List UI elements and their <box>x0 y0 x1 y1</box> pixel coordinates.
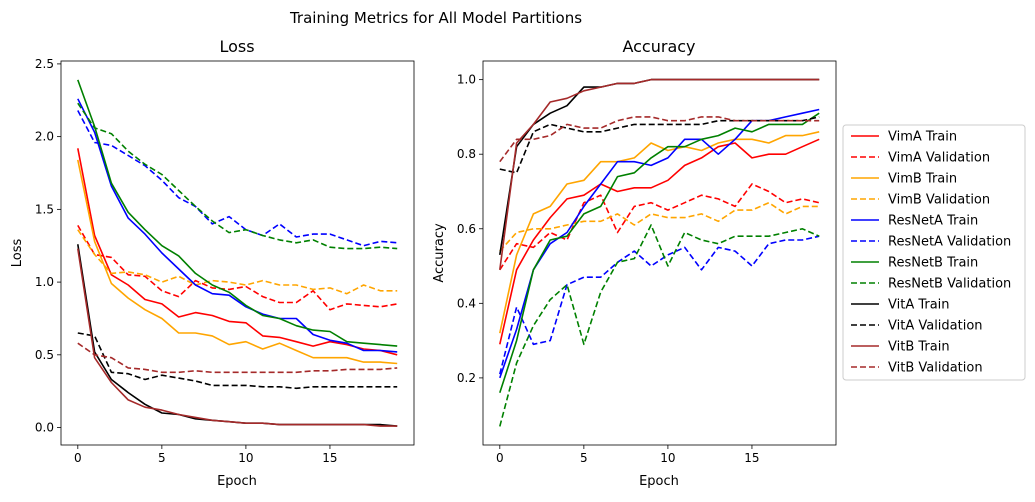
legend-label: ResNetA Validation <box>888 235 1011 250</box>
accuracy-chart: Accuracy 0 5 10 15 0.2 0.4 0.6 0.8 1.0 Epoch Acc… <box>432 37 837 489</box>
loss-series-resnetb-train <box>77 79 398 347</box>
legend-frame <box>842 124 1026 381</box>
accuracy-series-vimb-train <box>499 131 820 334</box>
accuracy-x-tick-label: 0 <box>496 451 504 465</box>
loss-y-tick-label: 1.5 <box>35 202 54 216</box>
legend-label: VimB Validation <box>888 193 990 208</box>
accuracy-y-tick-label: 0.8 <box>457 147 476 161</box>
legend-label: VimA Validation <box>888 151 990 166</box>
accuracy-y-tick-label: 0.6 <box>457 222 476 236</box>
legend-label: ResNetB Train <box>888 256 978 271</box>
loss-y-tick-label: 1.0 <box>35 275 54 289</box>
loss-series-vita-train <box>77 244 398 427</box>
legend-label: VitA Train <box>888 298 950 313</box>
loss-x-tick-label: 15 <box>322 451 337 465</box>
loss-series-vima-train <box>77 148 398 356</box>
loss-series-vimb-validation <box>77 229 398 295</box>
loss-y-tick-label: 2.0 <box>35 130 54 144</box>
legend-label: ResNetA Train <box>888 214 978 229</box>
accuracy-plot-frame <box>482 60 837 446</box>
accuracy-series-vitb-train <box>499 78 820 270</box>
loss-x-tick-label: 10 <box>238 451 253 465</box>
accuracy-series-vitb-validation <box>499 116 820 163</box>
loss-series-vitb-train <box>77 248 398 427</box>
accuracy-x-tick-label: 15 <box>744 451 759 465</box>
loss-y-tick-label: 0.5 <box>35 348 54 362</box>
loss-x-axis-label: Epoch <box>217 474 257 489</box>
accuracy-y-tick-label: 0.2 <box>457 371 476 385</box>
accuracy-series-vima-train <box>499 138 820 345</box>
loss-series-vima-validation <box>77 225 398 311</box>
legend-label: VimB Train <box>888 172 957 187</box>
legend-label: ResNetB Validation <box>888 277 1011 292</box>
accuracy-series-resnetb-train <box>499 112 820 394</box>
accuracy-series-vimb-validation <box>499 201 820 252</box>
loss-series-resnetb-validation <box>77 102 398 250</box>
loss-series-resneta-validation <box>77 110 398 247</box>
accuracy-series-vita-validation <box>499 116 820 174</box>
loss-series-resneta-train <box>77 98 398 353</box>
accuracy-x-tick-label: 10 <box>660 451 675 465</box>
loss-y-tick-label: 0.0 <box>35 421 54 435</box>
loss-plot-frame <box>60 60 415 446</box>
accuracy-y-tick-label: 0.4 <box>457 296 476 310</box>
accuracy-x-tick-label: 5 <box>580 451 588 465</box>
accuracy-series-resneta-validation <box>499 235 820 375</box>
loss-chart: Loss 0 5 10 15 0.0 0.5 1.0 1.5 2.0 2.5 Epoch Loss <box>10 37 415 489</box>
figure-title: Training Metrics for All Model Partition… <box>289 9 582 27</box>
accuracy-series-resnetb-validation <box>499 224 820 427</box>
accuracy-y-axis-label: Accuracy <box>432 223 447 283</box>
accuracy-x-axis-label: Epoch <box>639 474 679 489</box>
loss-y-axis-label: Loss <box>10 239 25 268</box>
loss-chart-title: Loss <box>219 37 254 56</box>
accuracy-chart-title: Accuracy <box>622 37 695 56</box>
loss-series-vimb-train <box>77 159 398 365</box>
legend: VimA Train VimA Validation VimB Train VimB … <box>842 124 1026 381</box>
accuracy-series-vima-validation <box>499 183 820 271</box>
legend-label: VitA Validation <box>888 319 983 334</box>
legend-label: VitB Validation <box>888 361 983 376</box>
loss-x-tick-label: 0 <box>74 451 82 465</box>
legend-label: VimA Train <box>888 130 957 145</box>
loss-x-tick-label: 5 <box>158 451 166 465</box>
loss-series-vitb-validation <box>77 342 398 374</box>
loss-series-vita-validation <box>77 332 398 390</box>
loss-y-tick-label: 2.5 <box>35 57 54 71</box>
accuracy-y-tick-label: 1.0 <box>457 73 476 87</box>
legend-label: VitB Train <box>888 340 950 355</box>
